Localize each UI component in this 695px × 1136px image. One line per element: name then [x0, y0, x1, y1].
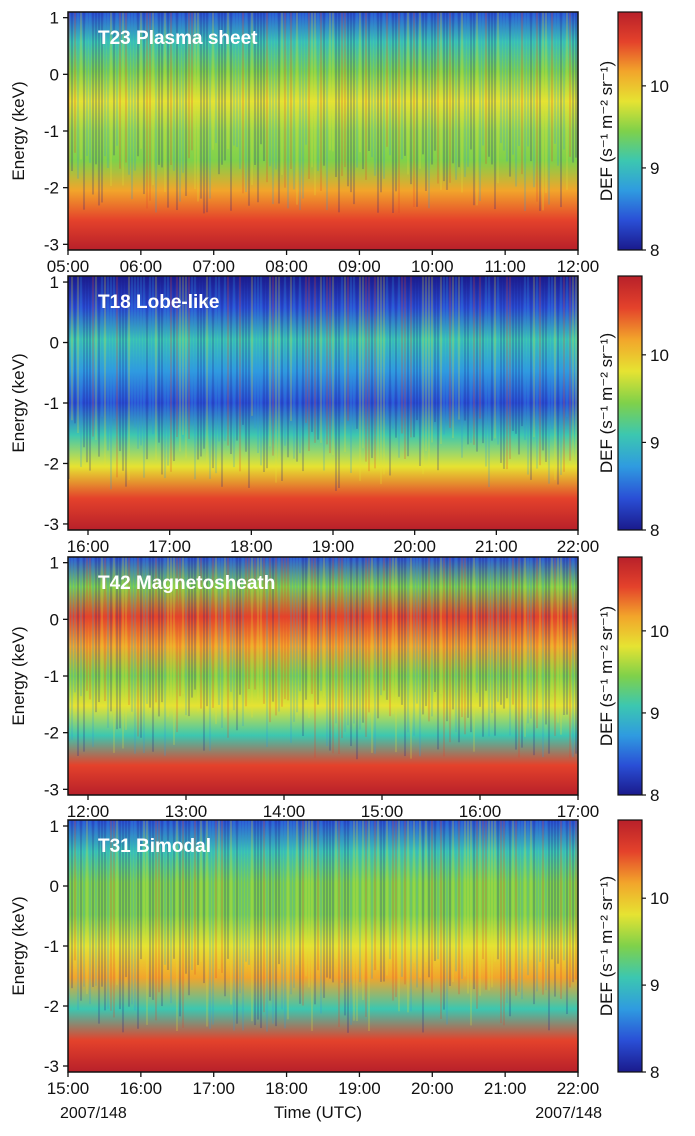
- y-tick-label: -2: [44, 179, 59, 198]
- colorbar-tick-label: 9: [650, 159, 659, 178]
- x-tick-label: 15:00: [361, 802, 404, 821]
- y-tick-label: 0: [50, 65, 59, 84]
- x-tick-label: 12:00: [557, 257, 600, 276]
- footer-time-label: Time (UTC): [274, 1103, 362, 1122]
- colorbar: [617, 11, 643, 251]
- colorbar-tick-label: 8: [650, 786, 659, 805]
- x-tick-label: 16:00: [459, 802, 502, 821]
- x-tick-label: 22:00: [557, 537, 600, 556]
- x-tick-label: 05:00: [47, 257, 90, 276]
- colorbar-label: DEF (s⁻¹ m⁻² sr⁻¹): [597, 61, 616, 201]
- y-tick-label: -1: [44, 937, 59, 956]
- x-tick-label: 18:00: [265, 1079, 308, 1098]
- y-tick-label: -2: [44, 724, 59, 743]
- spectrogram-image: [68, 12, 578, 250]
- x-tick-label: 09:00: [338, 257, 381, 276]
- colorbar-tick-label: 9: [650, 704, 659, 723]
- x-tick-label: 06:00: [120, 257, 163, 276]
- y-tick-label: -3: [44, 1057, 59, 1076]
- x-tick-label: 08:00: [265, 257, 308, 276]
- colorbar-tick-label: 9: [650, 976, 659, 995]
- colorbar-label: DEF (s⁻¹ m⁻² sr⁻¹): [597, 876, 616, 1016]
- colorbar-tick-label: 10: [650, 346, 669, 365]
- spectrogram-streaks: [68, 12, 577, 214]
- colorbar-label: DEF (s⁻¹ m⁻² sr⁻¹): [597, 333, 616, 473]
- spectrogram-streaks: [68, 557, 577, 760]
- y-tick-label: -1: [44, 394, 59, 413]
- y-tick-label: 0: [50, 610, 59, 629]
- colorbar-tick-label: 10: [650, 77, 669, 96]
- footer-left-date: 2007/148: [60, 1105, 127, 1122]
- panel-title: T31 Bimodal: [98, 836, 211, 857]
- x-tick-label: 17:00: [192, 1079, 235, 1098]
- colorbar-tick-label: 9: [650, 433, 659, 452]
- x-tick-label: 12:00: [67, 802, 110, 821]
- x-tick-label: 10:00: [411, 257, 454, 276]
- y-tick-label: -3: [44, 235, 59, 254]
- y-tick-label: 1: [50, 273, 59, 292]
- panel-title: T23 Plasma sheet: [98, 28, 258, 49]
- y-tick-label: 0: [50, 334, 59, 353]
- spectrogram-image: [68, 276, 578, 530]
- y-tick-label: -1: [44, 122, 59, 141]
- x-tick-label: 07:00: [192, 257, 235, 276]
- spectrogram-image: [68, 557, 578, 795]
- colorbar-tick-label: 8: [650, 241, 659, 260]
- x-tick-label: 19:00: [312, 537, 355, 556]
- x-tick-label: 15:00: [47, 1079, 90, 1098]
- colorbar-tick-label: 8: [650, 521, 659, 540]
- x-tick-label: 18:00: [230, 537, 273, 556]
- panel-title: T42 Magnetosheath: [98, 573, 275, 594]
- colorbar: [617, 275, 643, 531]
- x-tick-label: 17:00: [557, 802, 600, 821]
- x-tick-label: 16:00: [67, 537, 110, 556]
- x-tick-label: 16:00: [120, 1079, 163, 1098]
- y-axis-label: Energy (keV): [9, 81, 28, 180]
- y-tick-label: -3: [44, 515, 59, 534]
- y-tick-label: 1: [50, 817, 59, 836]
- y-tick-label: -1: [44, 667, 59, 686]
- y-tick-label: -2: [44, 997, 59, 1016]
- colorbar-tick-label: 10: [650, 622, 669, 641]
- x-tick-label: 22:00: [557, 1079, 600, 1098]
- y-axis-label: Energy (keV): [9, 626, 28, 725]
- x-tick-label: 20:00: [393, 537, 436, 556]
- spectrogram-streaks: [68, 820, 577, 1033]
- colorbar: [617, 819, 643, 1073]
- panel-title: T18 Lobe-like: [98, 292, 219, 313]
- x-tick-label: 17:00: [148, 537, 191, 556]
- footer-right-date: 2007/148: [535, 1105, 602, 1122]
- y-tick-label: 0: [50, 877, 59, 896]
- y-tick-label: -2: [44, 454, 59, 473]
- y-tick-label: 1: [50, 9, 59, 28]
- y-axis-label: Energy (keV): [9, 353, 28, 452]
- x-tick-label: 11:00: [485, 257, 526, 276]
- y-tick-label: -3: [44, 780, 59, 799]
- colorbar-label: DEF (s⁻¹ m⁻² sr⁻¹): [597, 606, 616, 746]
- colorbar-tick-label: 10: [650, 889, 669, 908]
- x-tick-label: 13:00: [165, 802, 208, 821]
- colorbar-tick-label: 8: [650, 1063, 659, 1082]
- x-tick-label: 20:00: [411, 1079, 454, 1098]
- y-axis-label: Energy (keV): [9, 896, 28, 995]
- x-tick-label: 21:00: [475, 537, 518, 556]
- x-tick-label: 21:00: [484, 1079, 527, 1098]
- x-tick-label: 14:00: [263, 802, 306, 821]
- spectrogram-streaks: [68, 276, 577, 491]
- y-tick-label: 1: [50, 554, 59, 573]
- spectrogram-image: [68, 820, 578, 1072]
- x-tick-label: 19:00: [338, 1079, 381, 1098]
- colorbar: [617, 556, 643, 796]
